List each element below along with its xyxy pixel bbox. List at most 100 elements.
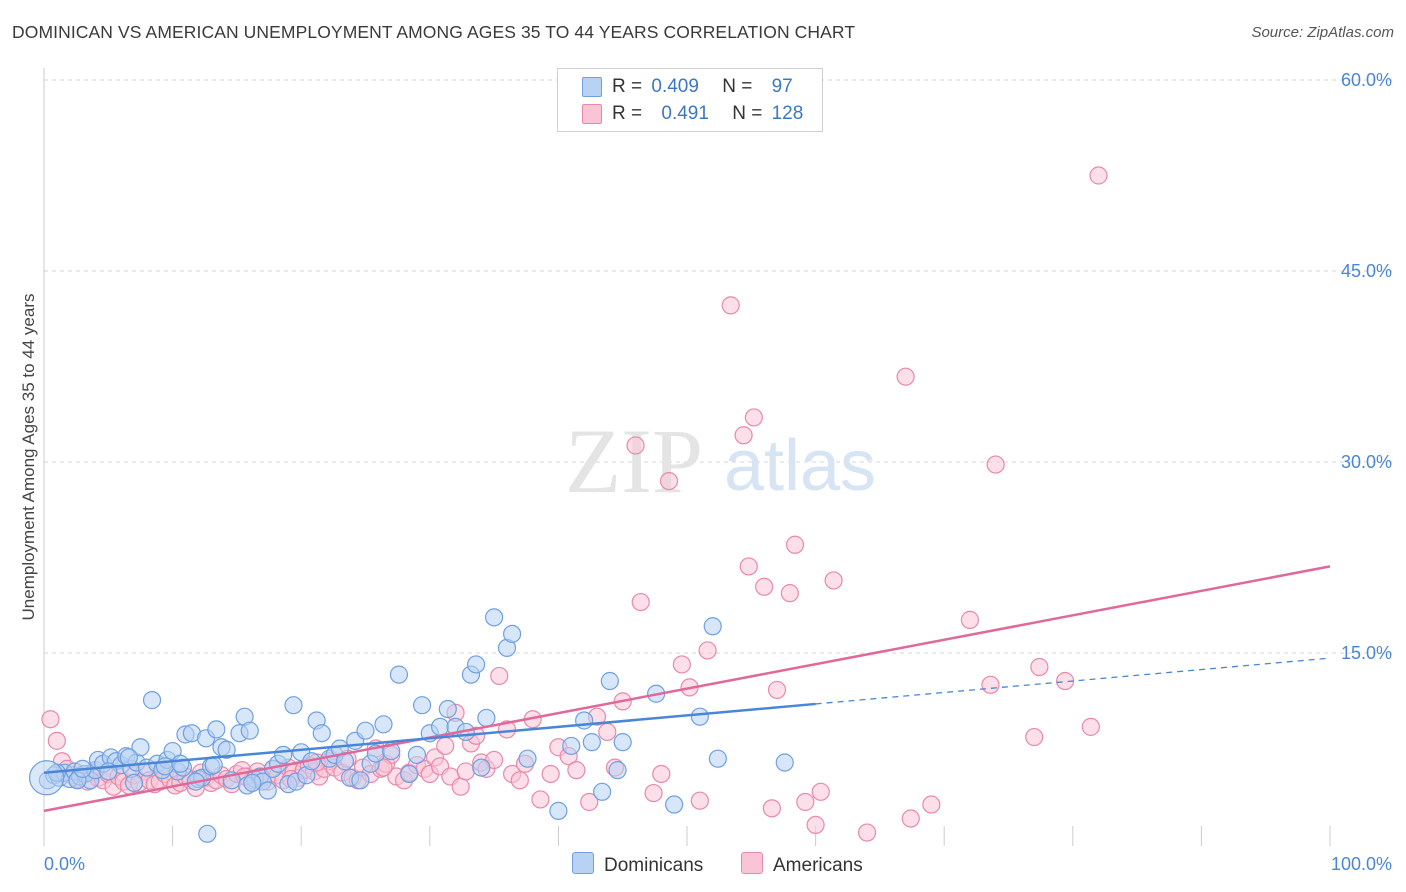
dominican-point (198, 824, 217, 843)
american-point (896, 367, 915, 386)
american-point (1089, 166, 1108, 185)
american-point (652, 764, 671, 784)
chart-title: DOMINICAN VS AMERICAN UNEMPLOYMENT AMONG… (12, 22, 856, 42)
dominicans-points (28, 608, 794, 843)
american-point (41, 710, 60, 729)
dominican-point (485, 608, 504, 627)
american-point (811, 782, 830, 801)
american-point (510, 771, 529, 790)
dominican-point (608, 761, 627, 780)
american-point (744, 408, 763, 427)
dominican-point (356, 721, 375, 740)
legend-n-value: 97 (771, 76, 793, 97)
dominican-point (312, 724, 331, 743)
dominican-point (549, 801, 568, 820)
dominican-point (582, 733, 601, 752)
dominican-point (775, 753, 794, 772)
dominican-point (131, 738, 150, 757)
dominican-point (613, 733, 632, 752)
american-point (755, 577, 774, 596)
american-point (780, 584, 799, 603)
dominican-point (593, 782, 612, 801)
american-point (1025, 727, 1044, 747)
legend-n-label: N = (722, 76, 753, 97)
dominicans-trend-line (43, 702, 816, 774)
dominican-point (562, 736, 581, 756)
dominican-point (477, 708, 496, 728)
source-label: Source: ZipAtlas.com (1251, 24, 1394, 41)
dominican-point (217, 740, 236, 759)
american-point (698, 641, 717, 660)
american-point (690, 791, 709, 810)
dominican-point (575, 711, 594, 730)
dominican-point (407, 745, 427, 764)
dominican-point (430, 717, 450, 736)
american-point (456, 762, 475, 781)
dominican-point (243, 773, 262, 792)
dominican-point (690, 707, 709, 726)
y-tick-label: 45.0% (1341, 261, 1392, 281)
dominican-point (240, 721, 259, 740)
american-point (960, 610, 980, 629)
bottom-legend-dominicans[interactable]: Dominicans (572, 852, 703, 877)
x-tick-label-max: 100.0% (1331, 854, 1392, 874)
american-point (767, 680, 787, 700)
legend-r-value: 0.491 (661, 103, 709, 124)
dominican-point (124, 773, 144, 792)
watermark: ZIP atlas (565, 410, 876, 512)
dominican-point (466, 655, 486, 674)
legend-r-label: R = (612, 103, 643, 124)
american-point (922, 795, 941, 814)
american-point (580, 792, 599, 812)
american-point (734, 426, 753, 445)
legend-n-value: 128 (771, 103, 804, 124)
american-point (721, 296, 740, 315)
american-point (659, 472, 679, 491)
dominican-point (708, 749, 727, 768)
dominican-point (438, 699, 457, 719)
american-point (739, 557, 758, 576)
dominican-point (351, 771, 370, 790)
american-point (901, 809, 920, 828)
american-point (981, 675, 1000, 694)
dominican-point (274, 745, 293, 764)
y-axis-label: Unemployment Among Ages 35 to 44 years (19, 294, 38, 621)
dominican-point (207, 720, 226, 739)
american-point (497, 720, 517, 739)
dominican-point (389, 665, 409, 684)
american-point (490, 666, 509, 686)
american-point (644, 783, 663, 803)
legend-r-value: 0.409 (651, 76, 699, 97)
dominican-point (142, 691, 162, 710)
american-point (806, 815, 825, 835)
dominican-point (374, 715, 393, 734)
american-point (531, 790, 550, 809)
american-point (598, 722, 617, 742)
grid (44, 79, 1392, 654)
legend-swatch-dominicans (582, 77, 602, 97)
dominicans-trend-extension (815, 657, 1331, 705)
legend-r-label: R = (612, 76, 643, 97)
watermark-zip: ZIP (565, 410, 703, 512)
dominicans-swatch (572, 852, 594, 874)
correlation-legend: R = 0.409 N = 97 R = 0.491 N = 128 (557, 68, 823, 132)
americans-label: Americans (773, 855, 863, 876)
american-point (626, 436, 645, 455)
y-tick-label: 60.0% (1341, 70, 1392, 90)
dominican-point (400, 764, 419, 784)
american-point (796, 792, 815, 812)
dominicans-label: Dominicans (604, 855, 704, 876)
american-point (631, 592, 650, 612)
bottom-legend-americans[interactable]: Americans (741, 852, 863, 877)
american-point (47, 731, 66, 750)
dominican-point (258, 781, 277, 800)
dominican-point (703, 617, 722, 636)
american-point (1030, 657, 1049, 677)
x-tick-label-min: 0.0% (44, 854, 85, 874)
american-point (857, 823, 877, 842)
americans-trend-line (43, 565, 1331, 813)
american-point (436, 736, 455, 756)
tick-labels: 15.0% 30.0% 45.0% 60.0% 0.0% 100.0% (44, 70, 1392, 874)
dominican-point (600, 671, 619, 691)
